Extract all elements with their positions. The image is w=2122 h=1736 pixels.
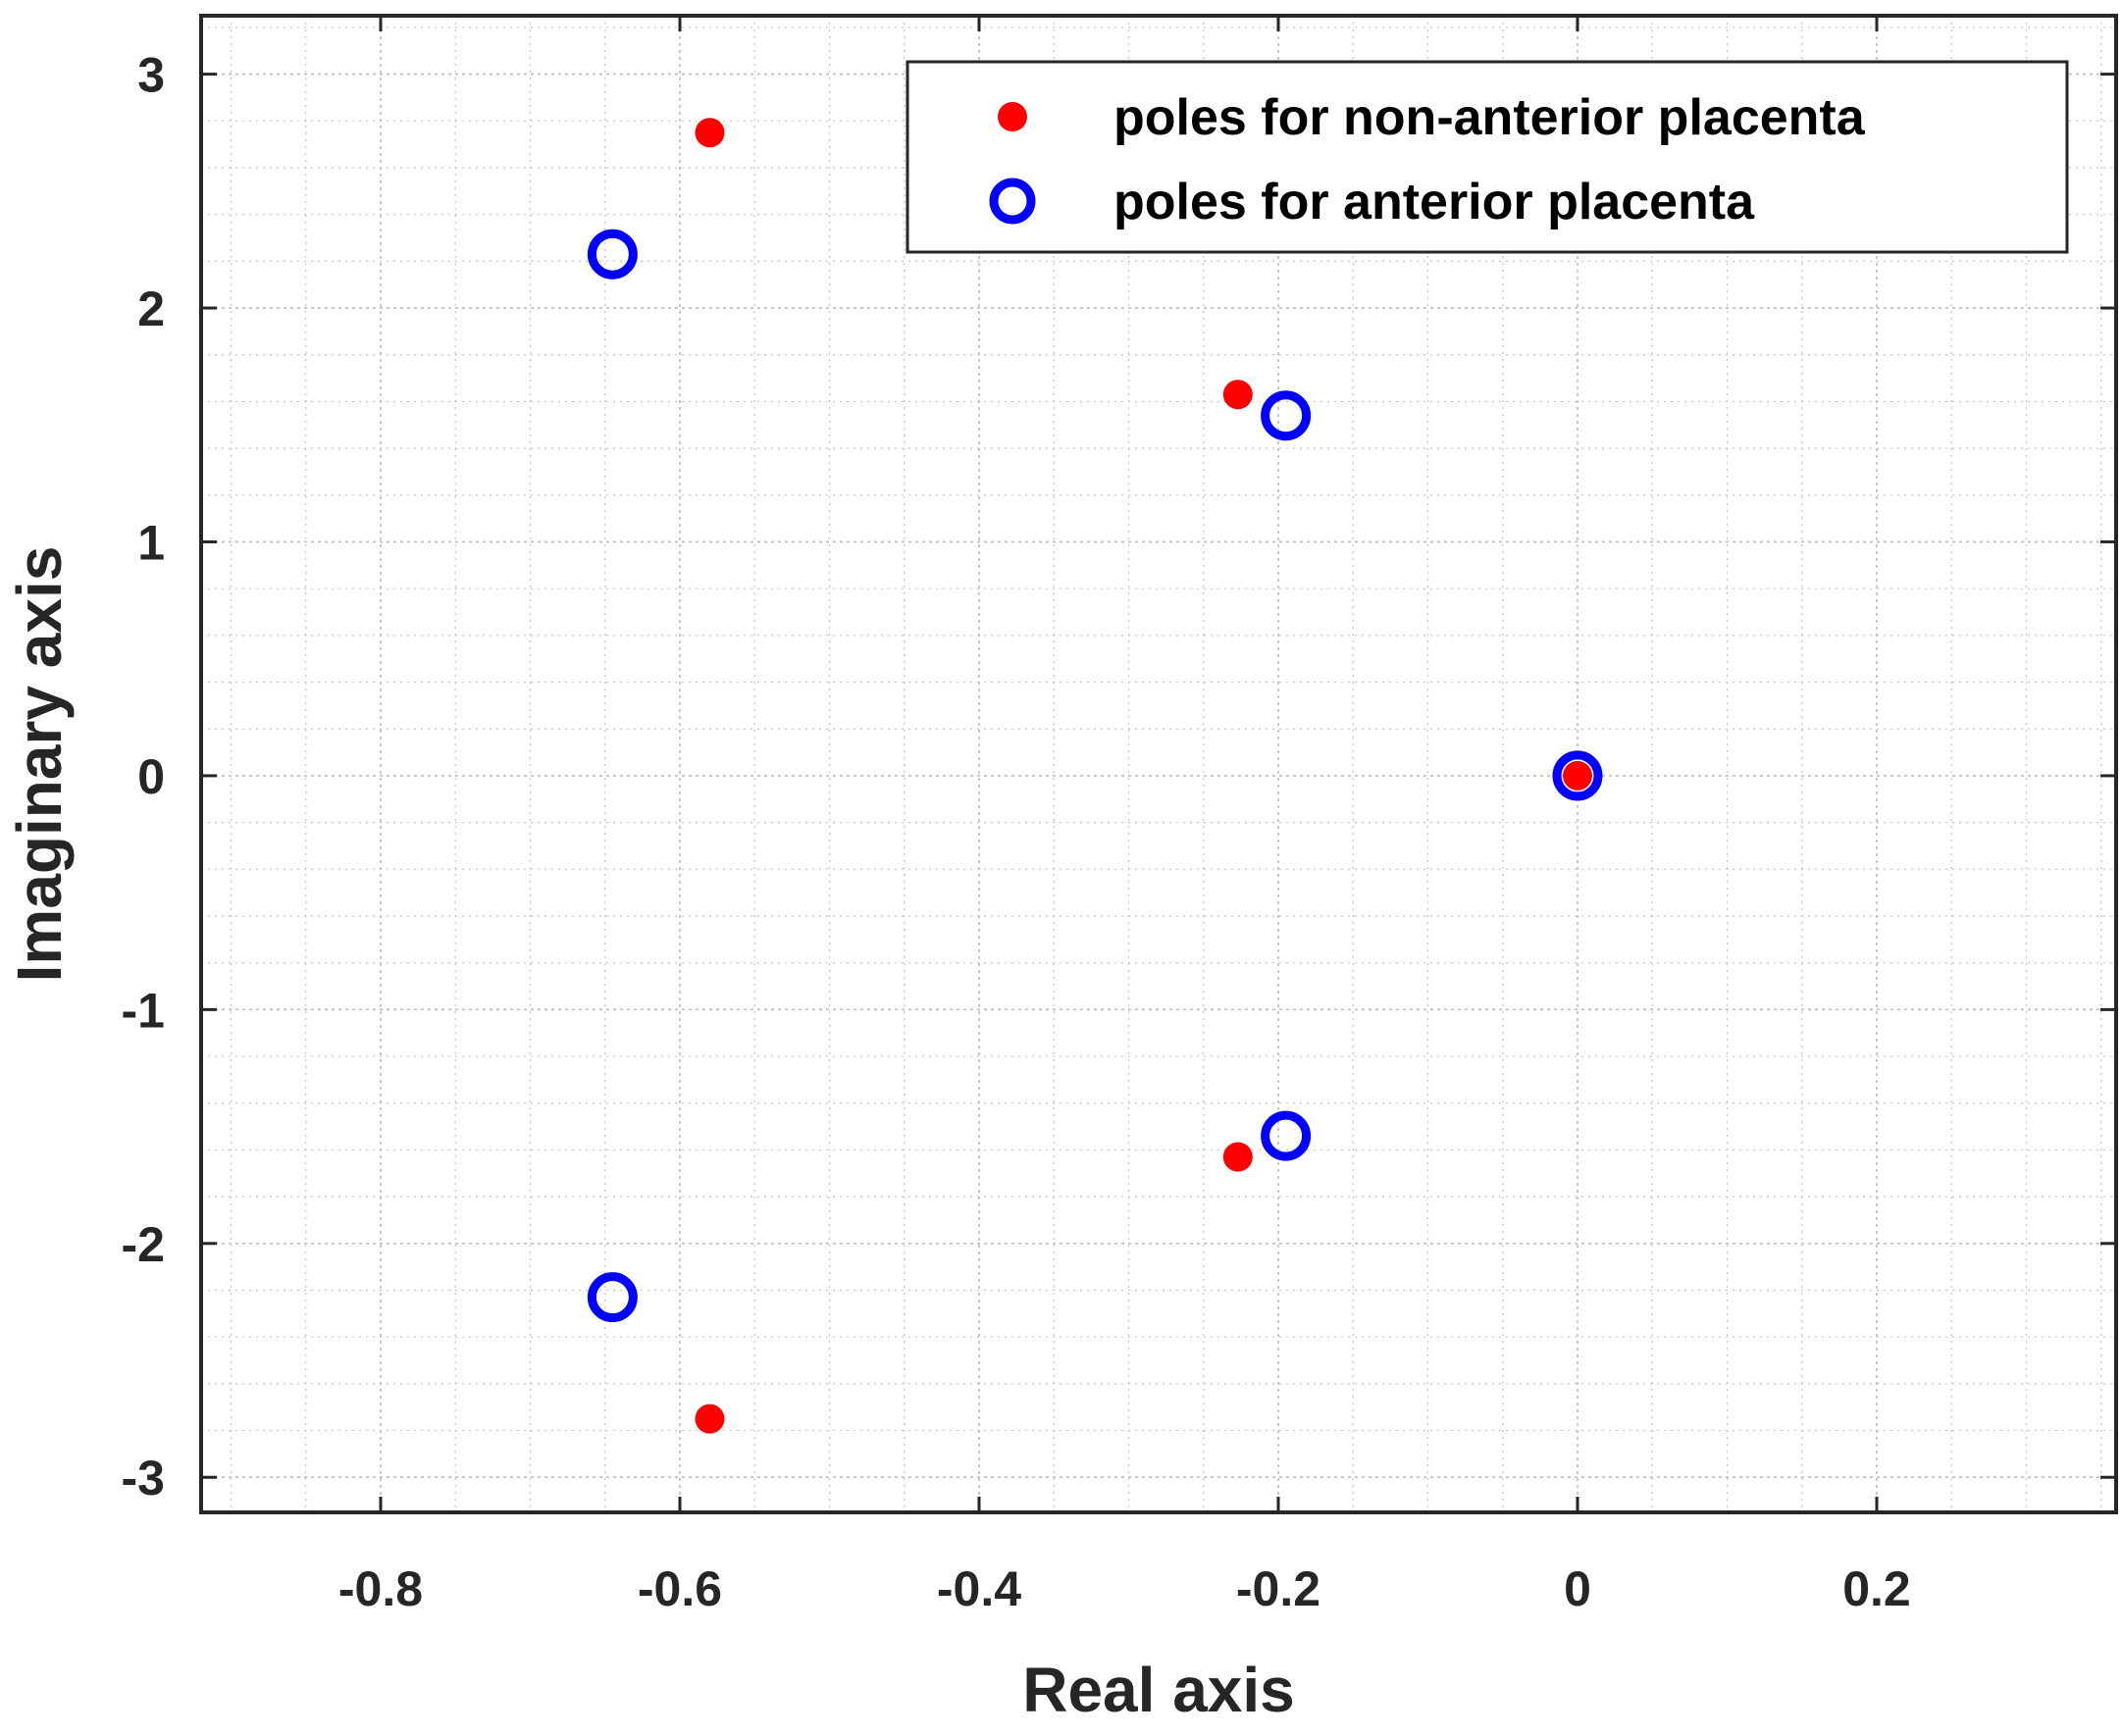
legend-label: poles for anterior placenta (1113, 174, 1755, 230)
y-tick-label: 3 (137, 48, 165, 103)
pole-marker-non-anterior (695, 1404, 725, 1434)
x-tick-label: -0.6 (638, 1561, 722, 1616)
pole-marker-non-anterior (1222, 1142, 1253, 1172)
y-tick-label: -3 (122, 1451, 165, 1506)
pole-marker-non-anterior (695, 118, 725, 148)
data-markers (587, 118, 1603, 1434)
y-axis-title: Imaginary axis (4, 546, 75, 983)
x-tick-label: -0.2 (1236, 1561, 1320, 1616)
pole-marker-anterior (587, 229, 638, 280)
axis-ticks: -0.8 -0.6 -0.4 -0.2 0 0.2 -3 -2 -1 0 1 2 3 (122, 16, 2116, 1616)
legend-box (906, 60, 2069, 254)
legend-marker-anterior (989, 178, 1036, 225)
pole-marker-anterior (1261, 1110, 1312, 1161)
x-axis-title: Real axis (1022, 1655, 1295, 1725)
pole-marker-anterior (1552, 750, 1603, 801)
y-tick-label: 2 (137, 281, 165, 336)
y-tick-label: -2 (122, 1217, 165, 1272)
pole-marker-non-anterior (1222, 380, 1253, 410)
pole-marker-non-anterior (1563, 760, 1592, 791)
y-tick-label: 0 (137, 749, 165, 804)
x-tick-label: 0.2 (1842, 1561, 1911, 1616)
plot-frame (199, 14, 2118, 1514)
pole-marker-anterior (1261, 390, 1312, 441)
grid-lines (201, 16, 2116, 1512)
x-tick-label: 0 (1564, 1561, 1591, 1616)
legend: poles for non-anterior placenta poles for… (906, 60, 2069, 254)
x-tick-label: -0.4 (937, 1561, 1021, 1616)
pole-marker-anterior (587, 1272, 638, 1323)
x-tick-label: -0.8 (338, 1561, 423, 1616)
legend-marker-non-anterior (998, 102, 1027, 131)
legend-label: poles for non-anterior placenta (1113, 89, 1866, 146)
y-tick-label: -1 (122, 983, 165, 1038)
y-tick-label: 1 (137, 515, 165, 570)
